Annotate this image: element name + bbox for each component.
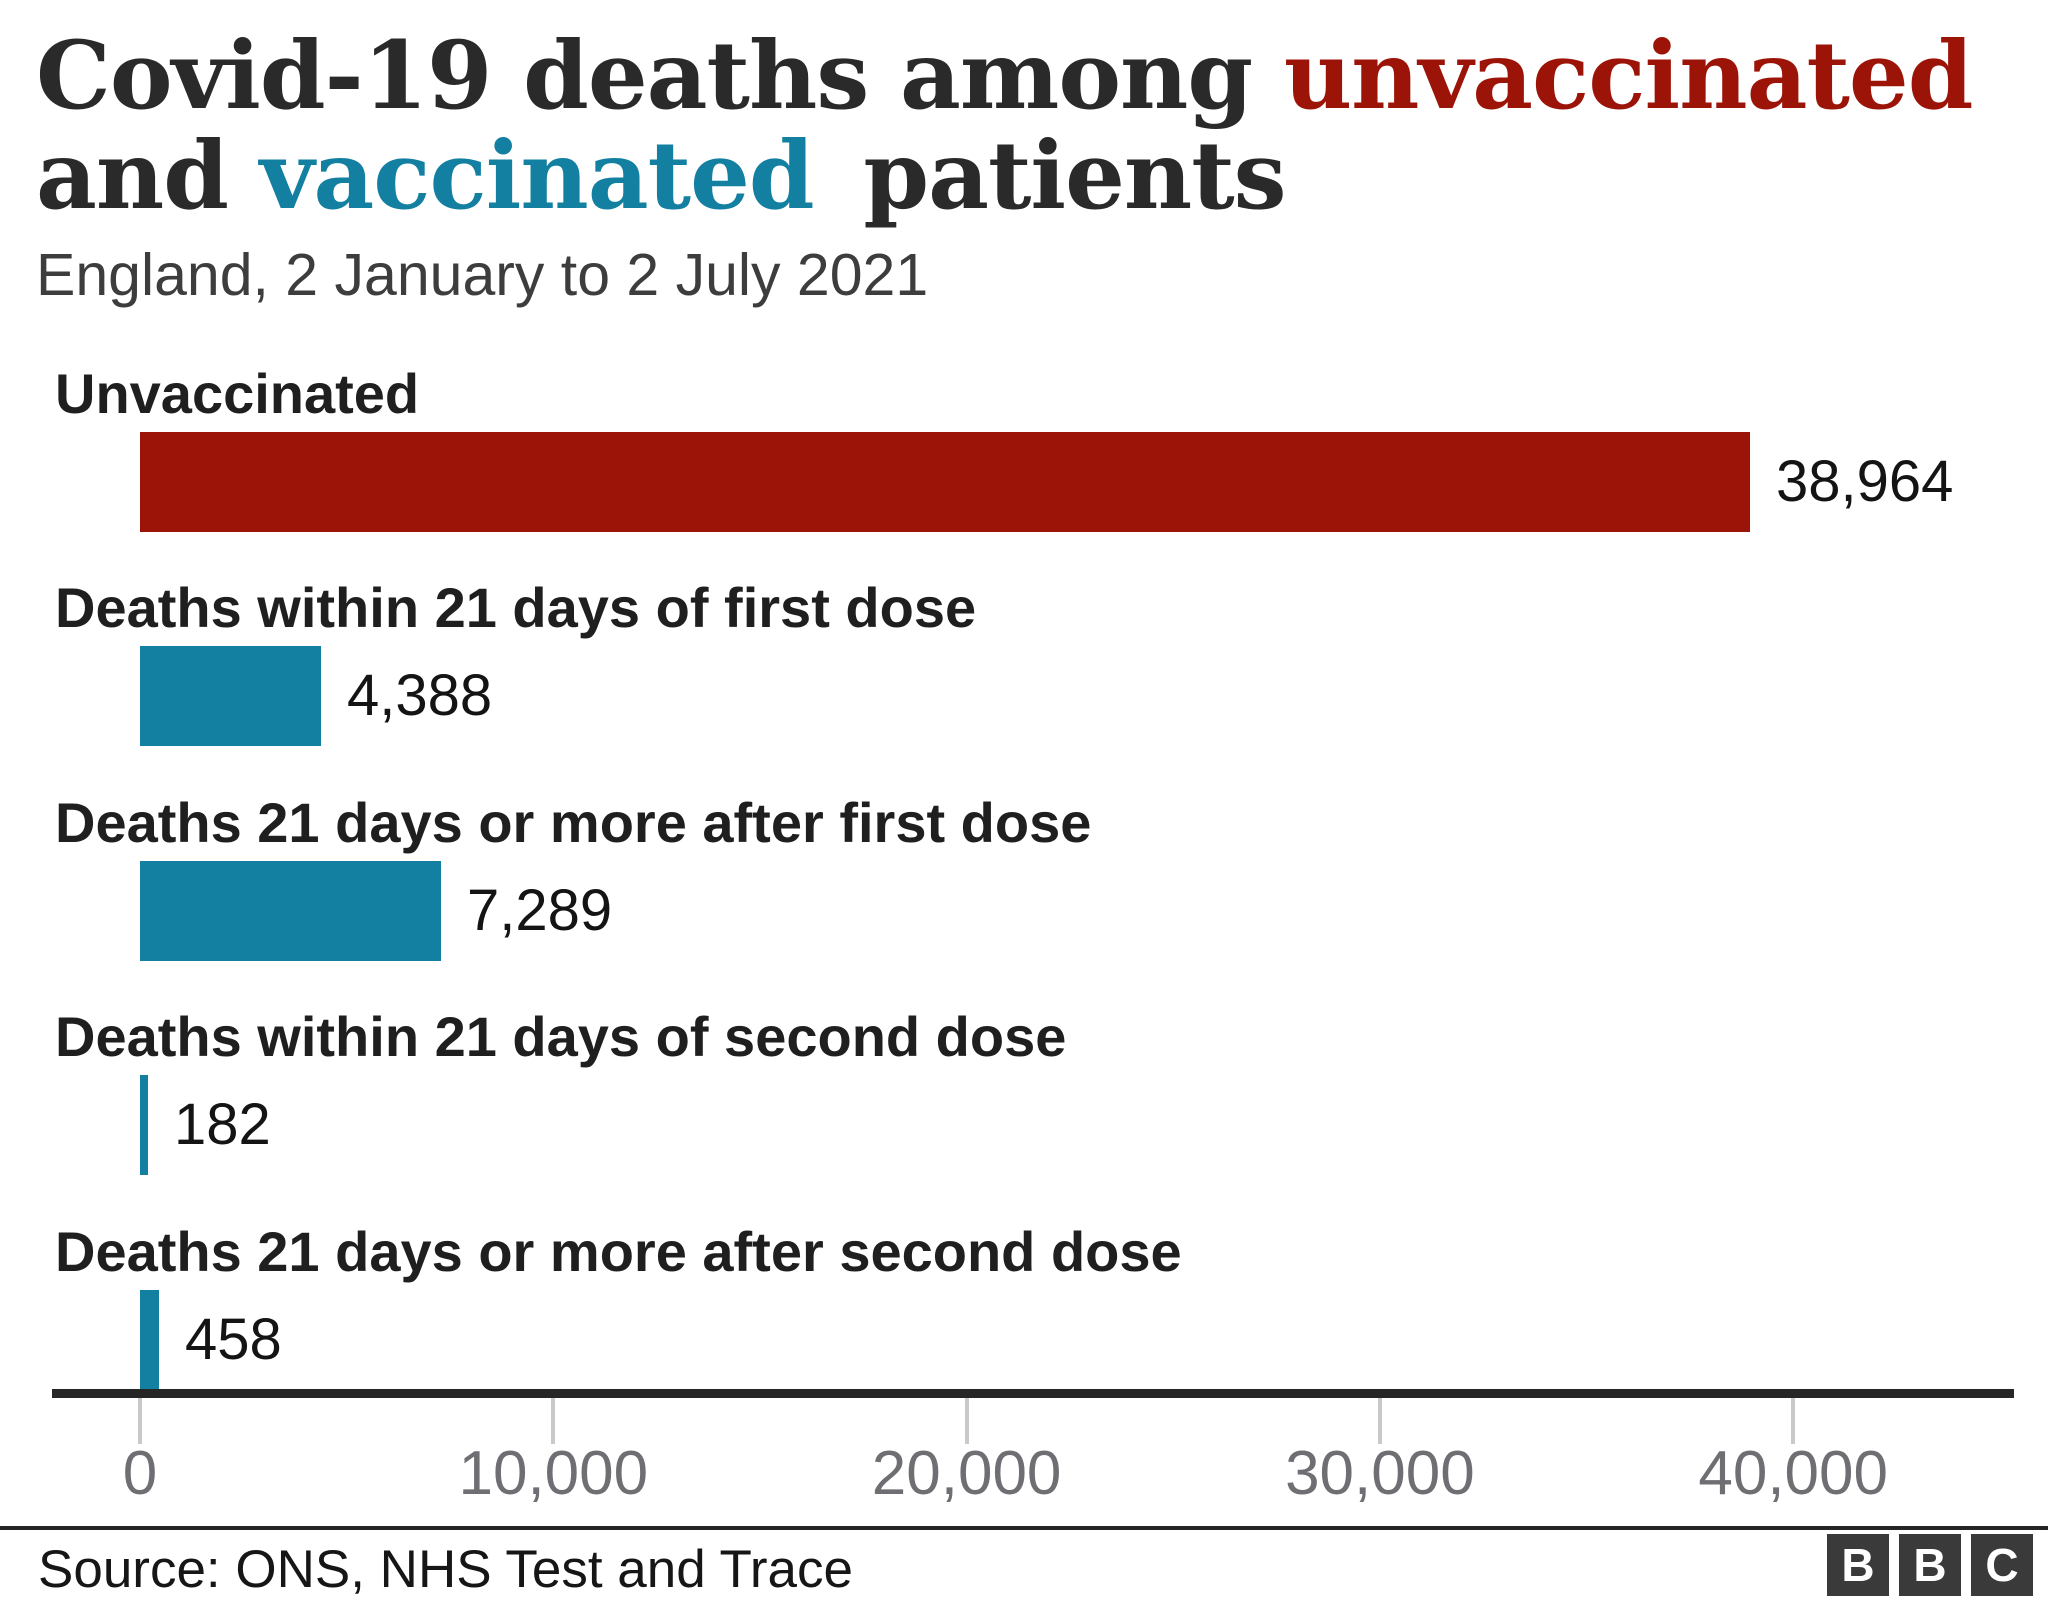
- x-axis-tick-10000: [551, 1398, 556, 1444]
- x-axis-tick-label-40000: 40,000: [1698, 1439, 1889, 1508]
- x-axis-tick-40000: [1791, 1398, 1796, 1444]
- chart-subtitle: England, 2 January to 2 July 2021: [36, 242, 929, 308]
- value-label-within-21-second-dose: 182: [174, 1092, 271, 1157]
- title-text-prefix1: Covid-19 deaths among: [36, 21, 1284, 131]
- bar-within-21-first-dose: [140, 646, 321, 746]
- x-axis-tick-label-0: 0: [122, 1439, 158, 1508]
- chart-title-line2: and vaccinated patients: [36, 126, 1972, 226]
- category-label-21-or-more-first-dose: Deaths 21 days or more after first dose: [55, 791, 1092, 854]
- x-axis-tick-label-30000: 30,000: [1285, 1439, 1475, 1508]
- title-text-prefix2: and: [36, 121, 260, 231]
- category-label-within-21-second-dose: Deaths within 21 days of second dose: [55, 1005, 1067, 1068]
- bar-within-21-second-dose: [140, 1075, 148, 1175]
- value-label-unvaccinated: 38,964: [1776, 449, 1954, 514]
- footer-divider: [0, 1526, 2048, 1530]
- title-highlight-unvaccinated: unvaccinated: [1283, 21, 1974, 131]
- title-highlight-vaccinated: vaccinated: [259, 121, 815, 231]
- x-axis-tick-0: [138, 1398, 142, 1444]
- bar-unvaccinated: [140, 432, 1750, 532]
- bbc-logo-block-b1: B: [1827, 1534, 1889, 1596]
- bbc-logo: B B C: [1827, 1534, 2033, 1596]
- x-axis-line: [52, 1389, 2014, 1398]
- bbc-logo-block-c: C: [1971, 1534, 2033, 1596]
- bar-21-or-more-second-dose: [140, 1290, 159, 1390]
- x-axis-tick-20000: [964, 1398, 969, 1444]
- x-axis-tick-30000: [1377, 1398, 1382, 1444]
- bbc-logo-block-b2: B: [1899, 1534, 1961, 1596]
- value-label-21-or-more-first-dose: 7,289: [467, 878, 613, 943]
- title-text-suffix: patients: [831, 121, 1286, 231]
- chart-title-line1: Covid-19 deaths among unvaccinated: [36, 26, 1973, 126]
- category-label-21-or-more-second-dose: Deaths 21 days or more after second dose: [55, 1220, 1182, 1283]
- source-text: Source: ONS, NHS Test and Trace: [38, 1540, 853, 1599]
- x-axis-tick-label-20000: 20,000: [871, 1439, 1062, 1508]
- value-label-21-or-more-second-dose: 458: [185, 1307, 282, 1372]
- chart-title: Covid-19 deaths among unvaccinated and v…: [36, 26, 1973, 226]
- x-axis-tick-label-10000: 10,000: [458, 1439, 649, 1508]
- category-label-within-21-first-dose: Deaths within 21 days of first dose: [55, 576, 977, 639]
- category-label-unvaccinated: Unvaccinated: [55, 362, 420, 425]
- bar-21-or-more-first-dose: [140, 861, 441, 961]
- value-label-within-21-first-dose: 4,388: [347, 663, 493, 728]
